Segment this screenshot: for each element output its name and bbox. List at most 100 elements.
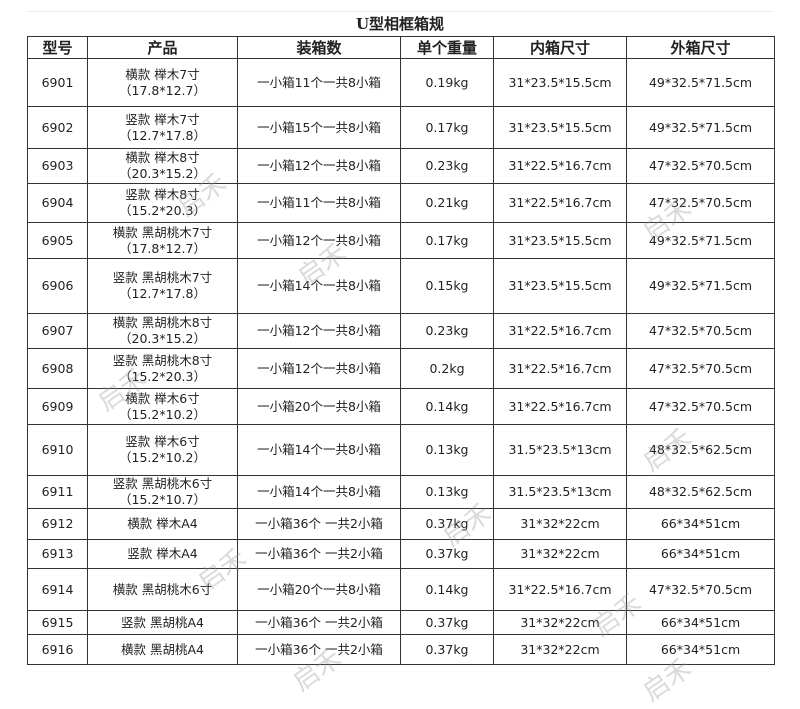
inner-box-cell: 31*32*22cm bbox=[493, 508, 627, 540]
product-name: 横款 榉木6寸 bbox=[125, 390, 200, 406]
product-cell: 竖款 黑胡桃木8寸 （15.2*20.3） bbox=[87, 348, 238, 389]
model-cell: 6906 bbox=[27, 258, 88, 314]
packing-cell: 一小箱12个一共8小箱 bbox=[237, 148, 401, 184]
table-row: 6902 竖款 榉木7寸 （12.7*17.8） 一小箱15个一共8小箱 0.17kg 3… bbox=[27, 106, 775, 149]
weight-cell: 0.13kg bbox=[400, 424, 494, 476]
header-product: 产品 bbox=[87, 36, 238, 59]
model-cell: 6909 bbox=[27, 388, 88, 425]
model-cell: 6911 bbox=[27, 475, 88, 509]
weight-cell: 0.23kg bbox=[400, 148, 494, 184]
product-cell: 横款 黑胡桃木8寸 （20.3*15.2） bbox=[87, 313, 238, 349]
table-row: 6915 竖款 黑胡桃A4 一小箱36个 一共2小箱 0.37kg 31*32*22cm… bbox=[27, 610, 775, 635]
product-size: （12.7*17.8） bbox=[119, 286, 206, 301]
header-outer-box: 外箱尺寸 bbox=[626, 36, 775, 59]
inner-box-cell: 31*22.5*16.7cm bbox=[493, 568, 627, 611]
outer-box-cell: 47*32.5*70.5cm bbox=[626, 148, 775, 184]
table-row: 6909 横款 榉木6寸 （15.2*10.2） 一小箱20个一共8小箱 0.14kg 3… bbox=[27, 388, 775, 425]
packing-cell: 一小箱36个 一共2小箱 bbox=[237, 508, 401, 540]
weight-cell: 0.14kg bbox=[400, 568, 494, 611]
table-row: 6916 横款 黑胡桃A4 一小箱36个 一共2小箱 0.37kg 31*32*22cm… bbox=[27, 634, 775, 665]
outer-box-cell: 49*32.5*71.5cm bbox=[626, 58, 775, 107]
weight-cell: 0.15kg bbox=[400, 258, 494, 314]
weight-cell: 0.19kg bbox=[400, 58, 494, 107]
outer-box-cell: 66*34*51cm bbox=[626, 634, 775, 665]
outer-box-cell: 66*34*51cm bbox=[626, 508, 775, 540]
product-name: 竖款 黑胡桃木6寸 bbox=[112, 476, 213, 491]
header-weight: 单个重量 bbox=[400, 36, 494, 59]
model-cell: 6915 bbox=[27, 610, 88, 635]
model-cell: 6901 bbox=[27, 58, 88, 107]
model-cell: 6913 bbox=[27, 539, 88, 569]
weight-cell: 0.17kg bbox=[400, 222, 494, 259]
table-row: 6904 竖款 榉木8寸 （15.2*20.3） 一小箱11个一共8小箱 0.21kg 3… bbox=[27, 183, 775, 223]
product-name: 竖款 黑胡桃木8寸 bbox=[112, 352, 213, 368]
packing-cell: 一小箱11个一共8小箱 bbox=[237, 183, 401, 223]
inner-box-cell: 31*32*22cm bbox=[493, 539, 627, 569]
product-name: 横款 榉木A4 bbox=[127, 516, 198, 531]
table-row: 6913 竖款 榉木A4 一小箱36个 一共2小箱 0.37kg 31*32*22cm 6… bbox=[27, 539, 775, 569]
table-row: 6912 横款 榉木A4 一小箱36个 一共2小箱 0.37kg 31*32*22cm 6… bbox=[27, 508, 775, 540]
product-size: （17.8*12.7） bbox=[119, 82, 206, 98]
product-size: （15.2*20.3） bbox=[119, 368, 206, 384]
table-row: 6914 横款 黑胡桃木6寸 一小箱20个一共8小箱 0.14kg 31*22.5*16… bbox=[27, 568, 775, 611]
product-name: 横款 黑胡桃木8寸 bbox=[112, 315, 213, 330]
model-cell: 6916 bbox=[27, 634, 88, 665]
packing-cell: 一小箱20个一共8小箱 bbox=[237, 568, 401, 611]
outer-box-cell: 49*32.5*71.5cm bbox=[626, 106, 775, 149]
weight-cell: 0.2kg bbox=[400, 348, 494, 389]
weight-cell: 0.17kg bbox=[400, 106, 494, 149]
outer-box-cell: 66*34*51cm bbox=[626, 539, 775, 569]
product-cell: 竖款 榉木7寸 （12.7*17.8） bbox=[87, 106, 238, 149]
product-cell: 竖款 榉木6寸 （15.2*10.2） bbox=[87, 424, 238, 476]
model-cell: 6903 bbox=[27, 148, 88, 184]
outer-box-cell: 47*32.5*70.5cm bbox=[626, 388, 775, 425]
product-size: （20.3*15.2） bbox=[119, 166, 206, 181]
product-cell: 横款 榉木8寸 （20.3*15.2） bbox=[87, 148, 238, 184]
packing-cell: 一小箱14个一共8小箱 bbox=[237, 424, 401, 476]
inner-box-cell: 31*23.5*15.5cm bbox=[493, 58, 627, 107]
weight-cell: 0.21kg bbox=[400, 183, 494, 223]
model-cell: 6902 bbox=[27, 106, 88, 149]
table-title: U型相框箱规 bbox=[27, 11, 773, 37]
packing-cell: 一小箱12个一共8小箱 bbox=[237, 348, 401, 389]
product-cell: 竖款 黑胡桃木7寸 （12.7*17.8） bbox=[87, 258, 238, 314]
inner-box-cell: 31*23.5*15.5cm bbox=[493, 106, 627, 149]
header-inner-box: 内箱尺寸 bbox=[493, 36, 627, 59]
outer-box-cell: 47*32.5*70.5cm bbox=[626, 183, 775, 223]
packing-cell: 一小箱14个一共8小箱 bbox=[237, 258, 401, 314]
product-name: 竖款 黑胡桃木7寸 bbox=[112, 270, 213, 285]
product-size: （12.7*17.8） bbox=[119, 127, 206, 143]
product-size: （15.2*20.3） bbox=[119, 203, 206, 218]
product-name: 竖款 榉木6寸 bbox=[125, 434, 200, 449]
product-name: 竖款 黑胡桃A4 bbox=[121, 614, 204, 630]
weight-cell: 0.23kg bbox=[400, 313, 494, 349]
outer-box-cell: 49*32.5*71.5cm bbox=[626, 258, 775, 314]
product-name: 竖款 榉木7寸 bbox=[125, 111, 200, 127]
packing-cell: 一小箱15个一共8小箱 bbox=[237, 106, 401, 149]
packing-cell: 一小箱14个一共8小箱 bbox=[237, 475, 401, 509]
inner-box-cell: 31*22.5*16.7cm bbox=[493, 388, 627, 425]
packing-spec-table: 型号 产品 装箱数 单个重量 内箱尺寸 外箱尺寸 6901 横款 榉木7寸 （17.… bbox=[27, 36, 775, 665]
weight-cell: 0.37kg bbox=[400, 634, 494, 665]
outer-box-cell: 48*32.5*62.5cm bbox=[626, 424, 775, 476]
table-row: 6908 竖款 黑胡桃木8寸 （15.2*20.3） 一小箱12个一共8小箱 0.2kg… bbox=[27, 348, 775, 389]
inner-box-cell: 31*23.5*15.5cm bbox=[493, 258, 627, 314]
product-cell: 横款 黑胡桃木6寸 bbox=[87, 568, 238, 611]
outer-box-cell: 47*32.5*70.5cm bbox=[626, 313, 775, 349]
table-row: 6906 竖款 黑胡桃木7寸 （12.7*17.8） 一小箱14个一共8小箱 0.15k… bbox=[27, 258, 775, 314]
inner-box-cell: 31*22.5*16.7cm bbox=[493, 313, 627, 349]
inner-box-cell: 31*22.5*16.7cm bbox=[493, 348, 627, 389]
product-name: 横款 黑胡桃木7寸 bbox=[112, 224, 213, 240]
product-cell: 横款 榉木7寸 （17.8*12.7） bbox=[87, 58, 238, 107]
product-cell: 竖款 黑胡桃木6寸 （15.2*10.7） bbox=[87, 475, 238, 509]
product-cell: 横款 黑胡桃木7寸 （17.8*12.7） bbox=[87, 222, 238, 259]
weight-cell: 0.14kg bbox=[400, 388, 494, 425]
product-name: 竖款 榉木8寸 bbox=[125, 187, 200, 202]
packing-cell: 一小箱12个一共8小箱 bbox=[237, 222, 401, 259]
table-row: 6910 竖款 榉木6寸 （15.2*10.2） 一小箱14个一共8小箱 0.13kg 3… bbox=[27, 424, 775, 476]
outer-box-cell: 49*32.5*71.5cm bbox=[626, 222, 775, 259]
model-cell: 6907 bbox=[27, 313, 88, 349]
product-size: （20.3*15.2） bbox=[119, 331, 206, 346]
packing-cell: 一小箱12个一共8小箱 bbox=[237, 313, 401, 349]
product-size: （15.2*10.2） bbox=[119, 450, 206, 465]
